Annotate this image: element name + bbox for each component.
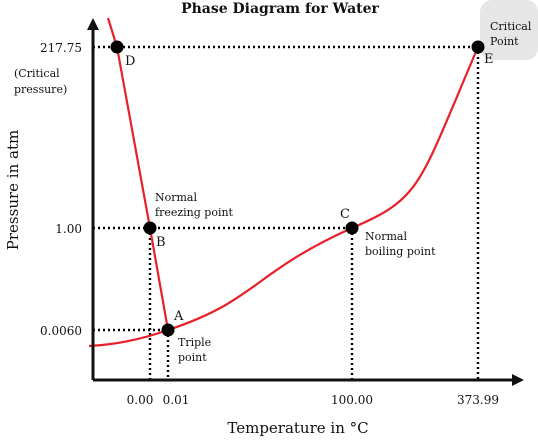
- point-letter-D: D: [125, 54, 135, 69]
- x-tick-label-3: 100.00: [331, 393, 373, 407]
- point-letter-E: E: [484, 52, 494, 67]
- x-tick-label-1: 0.00: [127, 393, 154, 407]
- point-D: [110, 40, 124, 54]
- caption-E-line-2: Point: [490, 35, 519, 48]
- x-tick-label-4: 373.99: [457, 393, 499, 407]
- caption-B-line-2: freezing point: [155, 206, 234, 219]
- x-axis-arrow: [512, 374, 524, 386]
- x-axis-label: Temperature in °C: [227, 419, 368, 437]
- point-B: [143, 221, 157, 235]
- y-tick-label-3: 0.0060: [40, 324, 82, 338]
- point-letter-C: C: [340, 207, 350, 222]
- y-tick-label-1: 217.75: [40, 41, 82, 55]
- curve-sublimation-curve: [88, 328, 169, 348]
- point-letter-A: A: [173, 309, 184, 324]
- corner-badge: [480, 0, 538, 60]
- curve-vaporization-curve: [167, 46, 480, 332]
- point-E: [471, 40, 485, 54]
- y-axis-label: Pressure in atm: [4, 130, 22, 250]
- point-C: [345, 221, 359, 235]
- y-tick-note-line-2: pressure): [14, 83, 67, 96]
- curve-melting-curve: [106, 17, 170, 331]
- caption-C-line-2: boiling point: [365, 245, 436, 258]
- y-tick-note-line-1: (Critical: [14, 67, 60, 80]
- caption-A-line-1: Triple: [178, 336, 211, 349]
- y-tick-label-2: 1.00: [55, 222, 82, 236]
- caption-B-line-1: Normal: [155, 191, 197, 204]
- point-letter-B: B: [156, 235, 166, 250]
- caption-C-line-1: Normal: [365, 230, 407, 243]
- point-A: [161, 323, 175, 337]
- caption-E-line-1: Critical: [490, 20, 532, 33]
- chart-title: Phase Diagram for Water: [181, 1, 379, 17]
- x-tick-label-2: 0.01: [163, 393, 190, 407]
- caption-A-line-2: point: [178, 351, 207, 364]
- y-axis-arrow: [87, 18, 99, 30]
